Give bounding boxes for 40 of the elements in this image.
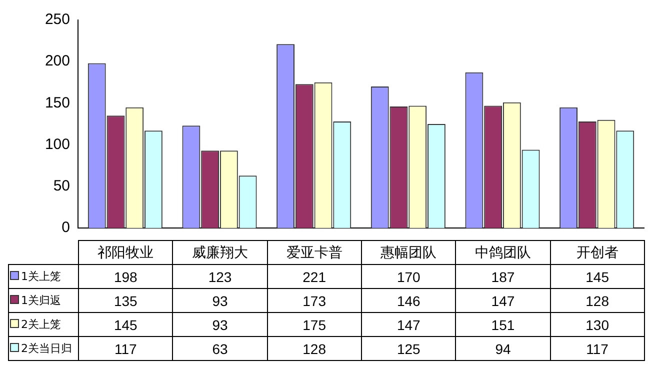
data-label: 151 bbox=[456, 312, 550, 336]
data-label: 123 bbox=[172, 264, 268, 288]
legend-label: 1关上笼 bbox=[21, 270, 61, 283]
data-label: 145 bbox=[550, 264, 644, 288]
data-label: 125 bbox=[361, 336, 456, 360]
y-tick-label: 200 bbox=[44, 52, 70, 70]
data-label: 117 bbox=[550, 336, 644, 360]
data-label: 93 bbox=[172, 312, 268, 336]
x-tick-label: 祁阳牧业 bbox=[78, 240, 173, 264]
x-tick-label: 爱亚卡普 bbox=[267, 240, 362, 264]
y-tick-label: 250 bbox=[44, 11, 70, 28]
data-label: 128 bbox=[267, 336, 362, 360]
y-tick-label: 50 bbox=[53, 178, 70, 195]
x-tick-label: 中鸽团队 bbox=[456, 240, 550, 264]
data-label: 128 bbox=[550, 288, 644, 312]
data-label: 198 bbox=[78, 264, 173, 288]
legend-label: 1关归返 bbox=[21, 294, 61, 307]
data-label: 147 bbox=[361, 312, 456, 336]
x-tick-label: 开创者 bbox=[550, 240, 644, 264]
data-label: 173 bbox=[267, 288, 362, 312]
x-tick-label: 威廉翔大 bbox=[172, 240, 268, 264]
data-label: 146 bbox=[361, 288, 456, 312]
legend-label: 2关当日归 bbox=[21, 342, 72, 355]
data-label: 93 bbox=[172, 288, 268, 312]
data-label: 130 bbox=[550, 312, 644, 336]
data-label: 63 bbox=[172, 336, 268, 360]
data-label: 221 bbox=[267, 264, 362, 288]
data-label: 94 bbox=[456, 336, 550, 360]
x-tick-label: 惠幅团队 bbox=[361, 240, 456, 264]
legend-label: 2关上笼 bbox=[21, 318, 61, 331]
data-label: 145 bbox=[78, 312, 173, 336]
y-tick-label: 150 bbox=[44, 94, 70, 112]
data-label: 187 bbox=[456, 264, 550, 288]
data-label: 147 bbox=[456, 288, 550, 312]
y-tick-label: 0 bbox=[62, 219, 70, 236]
data-label: 170 bbox=[361, 264, 456, 288]
data-label: 117 bbox=[78, 336, 173, 360]
data-label: 135 bbox=[78, 288, 173, 312]
data-label: 175 bbox=[267, 312, 362, 336]
y-tick-label: 100 bbox=[44, 136, 70, 153]
